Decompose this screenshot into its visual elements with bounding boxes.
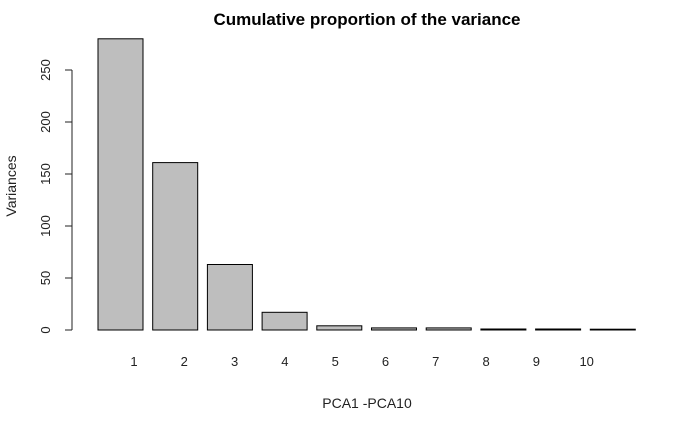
bar-8 xyxy=(480,328,527,331)
x-tick-label: 9 xyxy=(533,354,540,369)
bar-10 xyxy=(589,328,636,331)
x-axis-ticks: 1 2 3 4 5 6 7 8 9 10 xyxy=(130,354,594,369)
x-tick-label: 10 xyxy=(579,354,593,369)
y-axis-ticks: 0 50 100 150 200 250 xyxy=(38,59,72,334)
bar-6 xyxy=(371,327,417,331)
y-tick-label: 100 xyxy=(38,215,53,237)
bar-7 xyxy=(425,327,472,331)
x-tick-label: 8 xyxy=(482,354,489,369)
x-tick-label: 2 xyxy=(181,354,188,369)
x-tick-label: 4 xyxy=(281,354,288,369)
x-tick-label: 1 xyxy=(130,354,137,369)
bar-9 xyxy=(535,328,582,331)
y-axis-label: Variances xyxy=(3,155,19,216)
bar-5 xyxy=(316,325,363,331)
chart-title: Cumulative proportion of the variance xyxy=(214,10,521,29)
bar-3 xyxy=(206,264,253,331)
y-tick-label: 250 xyxy=(38,59,53,81)
y-tick-label: 200 xyxy=(38,111,53,133)
y-tick-label: 150 xyxy=(38,163,53,185)
bar-4 xyxy=(261,311,308,331)
y-tick-label: 50 xyxy=(38,271,53,285)
x-tick-label: 3 xyxy=(231,354,238,369)
bars-layer xyxy=(97,38,636,331)
x-tick-label: 7 xyxy=(432,354,439,369)
x-axis-label: PCA1 -PCA10 xyxy=(322,395,412,411)
bar-1 xyxy=(97,38,144,331)
y-tick-label: 0 xyxy=(38,326,53,333)
x-tick-label: 6 xyxy=(382,354,389,369)
bar-2 xyxy=(152,162,199,331)
x-tick-label: 5 xyxy=(332,354,339,369)
